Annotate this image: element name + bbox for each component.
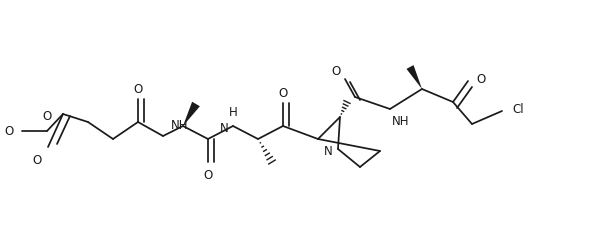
Text: O: O — [278, 87, 288, 100]
Text: N: N — [220, 122, 229, 135]
Text: O: O — [476, 73, 485, 86]
Polygon shape — [183, 102, 200, 126]
Text: O: O — [5, 125, 14, 138]
Text: O: O — [331, 65, 341, 78]
Text: O: O — [42, 109, 52, 122]
Text: NH: NH — [392, 115, 410, 128]
Text: O: O — [133, 83, 142, 96]
Text: O: O — [204, 168, 213, 181]
Text: Cl: Cl — [512, 103, 524, 116]
Text: H: H — [228, 106, 238, 119]
Text: NH: NH — [171, 119, 188, 131]
Polygon shape — [407, 66, 422, 90]
Text: O: O — [33, 153, 42, 166]
Text: N: N — [324, 144, 333, 157]
